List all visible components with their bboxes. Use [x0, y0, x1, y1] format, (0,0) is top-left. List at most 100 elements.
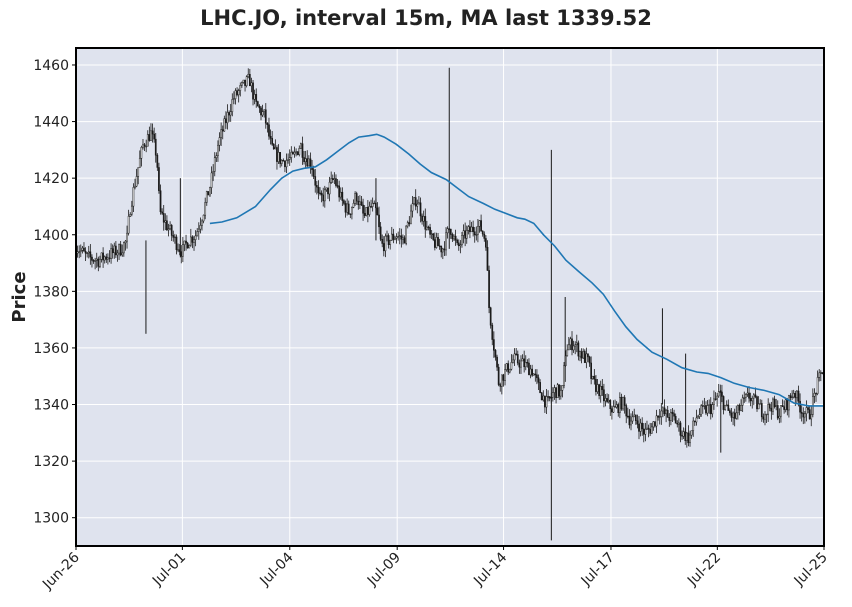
x-tick-label: Jul-01: [149, 550, 189, 590]
candle-body: [496, 356, 498, 368]
candle-body: [182, 244, 184, 257]
candle-body: [194, 235, 197, 240]
candle-body: [534, 373, 537, 376]
candle-body: [751, 397, 754, 402]
candle-body: [536, 374, 538, 379]
candle-body: [287, 159, 289, 161]
candle-body: [205, 191, 208, 203]
candle-body: [611, 408, 613, 413]
candle-body: [349, 213, 352, 215]
candle-body: [748, 392, 750, 399]
candle-body: [802, 413, 805, 418]
candle-body: [816, 377, 819, 394]
candle-body: [531, 368, 533, 376]
candle-body: [76, 251, 79, 254]
candle-body: [317, 186, 320, 194]
candle-body: [507, 363, 510, 373]
y-tick-label: 1300: [33, 511, 69, 527]
candle-body: [521, 358, 524, 362]
candle-body: [757, 403, 760, 410]
candle-body: [237, 90, 240, 96]
candle-body: [191, 236, 194, 243]
candle-body: [631, 416, 634, 422]
candle-body: [504, 369, 506, 381]
candle-body: [735, 412, 738, 419]
candle-body: [681, 435, 683, 437]
candle-body: [365, 207, 368, 216]
candle-body: [397, 235, 400, 238]
x-tick-label: Jul-09: [364, 550, 404, 590]
candle-body: [406, 222, 409, 227]
candle-body: [579, 351, 581, 357]
candle-body: [786, 399, 789, 411]
x-tick-label: Jun-26: [39, 549, 83, 593]
candle-body: [764, 414, 766, 420]
candle-body: [387, 235, 390, 245]
candle-body: [599, 386, 602, 396]
candle-body: [483, 233, 486, 239]
candle-body: [282, 160, 285, 162]
candle-body: [781, 405, 784, 408]
candle-body: [279, 152, 281, 164]
candle-body: [121, 252, 124, 256]
candle-body: [130, 205, 133, 215]
candle-body: [705, 405, 707, 414]
candle-body: [685, 432, 688, 441]
candle-body: [585, 353, 588, 363]
candle-body: [607, 400, 610, 402]
candle-body: [775, 405, 778, 408]
candle-body: [670, 411, 672, 421]
candle-body: [223, 118, 226, 132]
candle-body: [359, 201, 361, 206]
candle-body: [247, 74, 250, 78]
y-tick-label: 1460: [33, 58, 69, 74]
candle-body: [331, 178, 334, 180]
candle-body: [623, 397, 626, 406]
candle-body: [174, 236, 176, 239]
candle-body: [552, 392, 554, 398]
candle-body: [615, 404, 618, 408]
candle-body: [360, 201, 363, 206]
candle-body: [443, 248, 446, 251]
candle-body: [773, 398, 776, 408]
candle-body: [185, 240, 187, 244]
candle-body: [426, 226, 428, 230]
candle-body: [314, 176, 317, 186]
candle-body: [284, 160, 286, 168]
candle-body: [441, 248, 444, 253]
candle-body: [671, 411, 674, 414]
candle-body: [555, 387, 557, 399]
candle-body: [684, 431, 687, 441]
candle-body: [772, 398, 774, 412]
x-axis-ticks: Jun-26 Jul-01 Jul-04 Jul-09 Jul-14 Jul-17 Jul-…: [39, 546, 831, 593]
candle-body: [188, 244, 191, 249]
candle-body: [714, 398, 717, 400]
price-candles: [75, 67, 825, 541]
candle-body: [652, 421, 655, 428]
candle-body: [261, 111, 264, 116]
candle-body: [588, 356, 591, 364]
candle-body: [346, 203, 348, 213]
candle-body: [808, 409, 811, 420]
candle-body: [603, 389, 605, 402]
candle-body: [700, 405, 703, 415]
candle-body: [580, 351, 583, 359]
candle-body: [445, 232, 447, 251]
candle-body: [126, 232, 128, 242]
candle-body: [354, 193, 356, 204]
candle-body: [572, 345, 575, 351]
candle-body: [336, 185, 339, 187]
candle-body: [725, 404, 728, 406]
candle-body: [83, 247, 85, 252]
candle-body: [339, 191, 342, 198]
candle-body: [312, 169, 315, 177]
candle-body: [630, 420, 632, 426]
candle-body: [371, 203, 374, 207]
candle-body: [204, 202, 207, 216]
x-tick-label: Jul-04: [256, 549, 296, 589]
candle-body: [78, 251, 81, 253]
candle-body: [528, 362, 530, 376]
candle-body: [215, 155, 218, 159]
candle-body: [577, 342, 580, 357]
